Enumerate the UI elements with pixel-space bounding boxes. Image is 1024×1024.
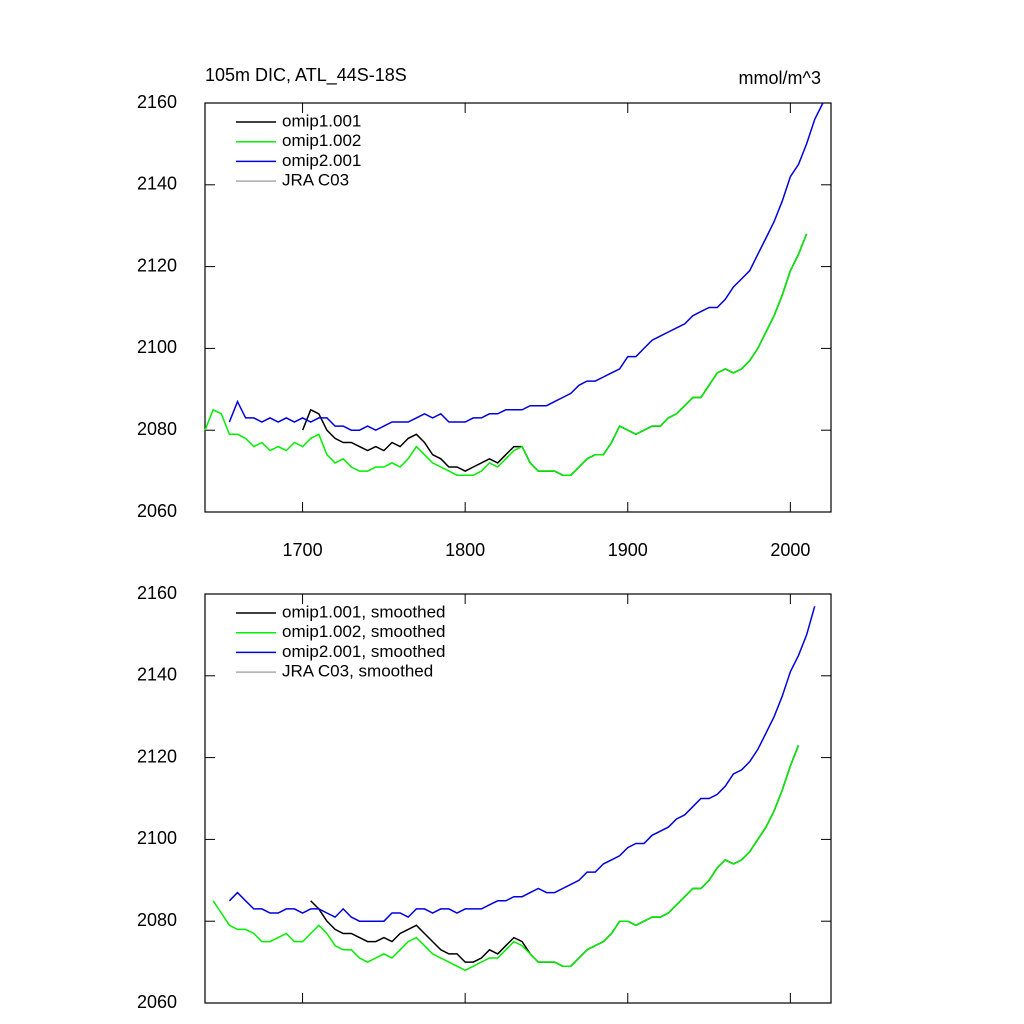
y-tick-label: 2160 bbox=[137, 583, 177, 603]
legend-label: JRA C03, smoothed bbox=[282, 662, 433, 681]
plot-frame bbox=[204, 102, 832, 513]
chart-title: 105m DIC, ATL_44S-18S bbox=[205, 65, 407, 86]
series-line bbox=[310, 745, 800, 967]
y-tick-label: 2060 bbox=[137, 992, 177, 1012]
y-tick-label: 2060 bbox=[137, 501, 177, 521]
legend-label: omip1.001, smoothed bbox=[282, 602, 446, 621]
y-tick-label: 2120 bbox=[137, 746, 177, 766]
series-line bbox=[228, 606, 816, 922]
x-tick-label: 1800 bbox=[445, 540, 485, 560]
x-tick-label: 1700 bbox=[283, 540, 323, 560]
legend-label: JRA C03 bbox=[282, 171, 349, 190]
legend-label: omip2.001 bbox=[282, 151, 361, 170]
x-tick-label: 1900 bbox=[608, 540, 648, 560]
y-tick-label: 2160 bbox=[137, 92, 177, 112]
plot-frame bbox=[204, 593, 832, 1004]
y-tick-label: 2080 bbox=[137, 910, 177, 930]
legend-label: omip2.001, smoothed bbox=[282, 642, 446, 661]
y-tick-label: 2120 bbox=[137, 255, 177, 275]
series-line bbox=[301, 233, 808, 476]
series-line bbox=[228, 102, 824, 432]
y-tick-label: 2100 bbox=[137, 337, 177, 357]
series-line bbox=[204, 233, 808, 476]
x-tick-label: 2000 bbox=[770, 540, 810, 560]
y-tick-label: 2140 bbox=[137, 174, 177, 194]
legend-label: omip1.001 bbox=[282, 111, 361, 130]
units-label: mmol/m^3 bbox=[739, 68, 821, 88]
legend-label: omip1.002, smoothed bbox=[282, 622, 446, 641]
series-line bbox=[212, 745, 800, 972]
legend-label: omip1.002 bbox=[282, 131, 361, 150]
y-tick-label: 2080 bbox=[137, 419, 177, 439]
y-tick-label: 2100 bbox=[137, 828, 177, 848]
y-tick-label: 2140 bbox=[137, 665, 177, 685]
